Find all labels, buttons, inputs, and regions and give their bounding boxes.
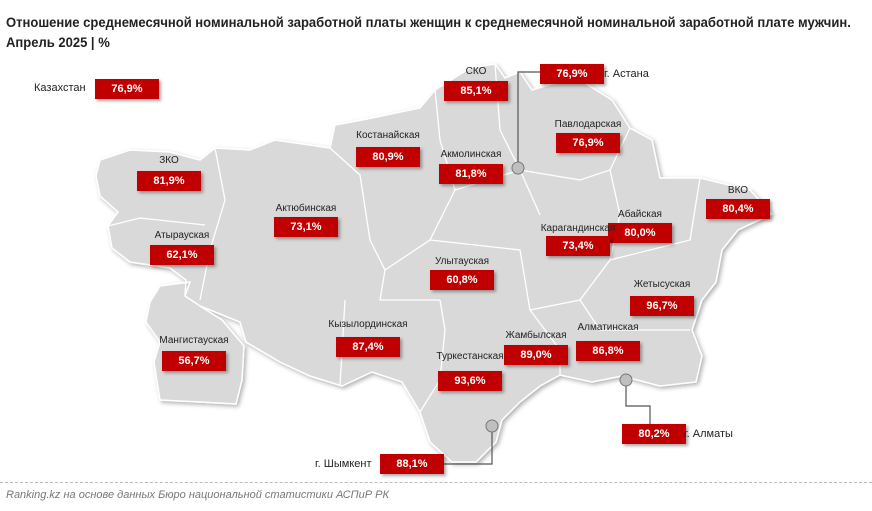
- page-subtitle: Апрель 2025 | %: [6, 34, 110, 50]
- region-name-zko: ЗКО: [159, 155, 179, 166]
- region-value-mangystau: 56,7%: [162, 351, 226, 371]
- region-value-abai: 80,0%: [608, 223, 672, 243]
- region-value-akmola: 81,8%: [439, 164, 503, 184]
- footer-divider: [0, 482, 872, 483]
- region-value-vko: 80,4%: [706, 199, 770, 219]
- shymkent-marker: [485, 419, 499, 433]
- region-value-aktobe: 73,1%: [274, 217, 338, 237]
- page-title: Отношение среднемесячной номинальной зар…: [6, 14, 851, 30]
- region-value-pavlodar: 76,9%: [556, 133, 620, 153]
- source-footer: Ranking.kz на основе данных Бюро национа…: [6, 489, 389, 501]
- city-name-almaty: г. Алматы: [684, 428, 733, 440]
- region-value-turkestan: 93,6%: [438, 371, 502, 391]
- almaty-marker: [619, 373, 633, 387]
- region-name-karaganda: Карагандинская: [540, 223, 616, 234]
- region-value-zhambyl: 89,0%: [504, 345, 568, 365]
- city-value-almaty: 80,2%: [622, 424, 686, 444]
- region-name-ulytau: Улытауская: [434, 256, 490, 267]
- region-name-sko: СКО: [465, 66, 487, 77]
- region-name-kostanay: Костанайская: [356, 130, 420, 141]
- region-value-kyzylorda: 87,4%: [336, 337, 400, 357]
- region-value-karaganda: 73,4%: [546, 236, 610, 256]
- region-name-pavlodar: Павлодарская: [554, 119, 622, 130]
- region-value-zhetysu: 96,7%: [630, 296, 694, 316]
- region-name-zhetysu: Жетысуская: [633, 279, 691, 290]
- city-name-astana: г. Астана: [604, 68, 649, 80]
- region-value-almaty-region: 86,8%: [576, 341, 640, 361]
- region-name-kyzylorda: Кызылординская: [328, 319, 408, 330]
- region-value-zko: 81,9%: [137, 171, 201, 191]
- region-name-atyrau: Атырауская: [154, 230, 210, 241]
- region-value-atyrau: 62,1%: [150, 245, 214, 265]
- region-value-ulytau: 60,8%: [430, 270, 494, 290]
- region-name-zhambyl: Жамбылская: [505, 330, 567, 341]
- city-value-shymkent: 88,1%: [380, 454, 444, 474]
- region-name-akmola: Акмолинская: [440, 149, 502, 160]
- region-name-mangystau: Мангистауская: [159, 335, 229, 346]
- total-label: Казахстан: [34, 82, 86, 94]
- astana-marker: [511, 161, 525, 175]
- region-value-kostanay: 80,9%: [356, 147, 420, 167]
- region-value-sko: 85,1%: [444, 81, 508, 101]
- city-name-shymkent: г. Шымкент: [315, 458, 372, 470]
- title-block: Отношение среднемесячной номинальной зар…: [6, 12, 851, 52]
- country-shape: [95, 63, 774, 463]
- region-name-turkestan: Туркестанская: [436, 351, 504, 362]
- region-name-aktobe: Актюбинская: [275, 203, 337, 214]
- region-name-vko: ВКО: [727, 185, 749, 196]
- total-value: 76,9%: [95, 79, 159, 99]
- region-name-abai: Абайская: [618, 209, 662, 220]
- region-name-almaty-region: Алматинская: [577, 322, 639, 333]
- city-value-astana: 76,9%: [540, 64, 604, 84]
